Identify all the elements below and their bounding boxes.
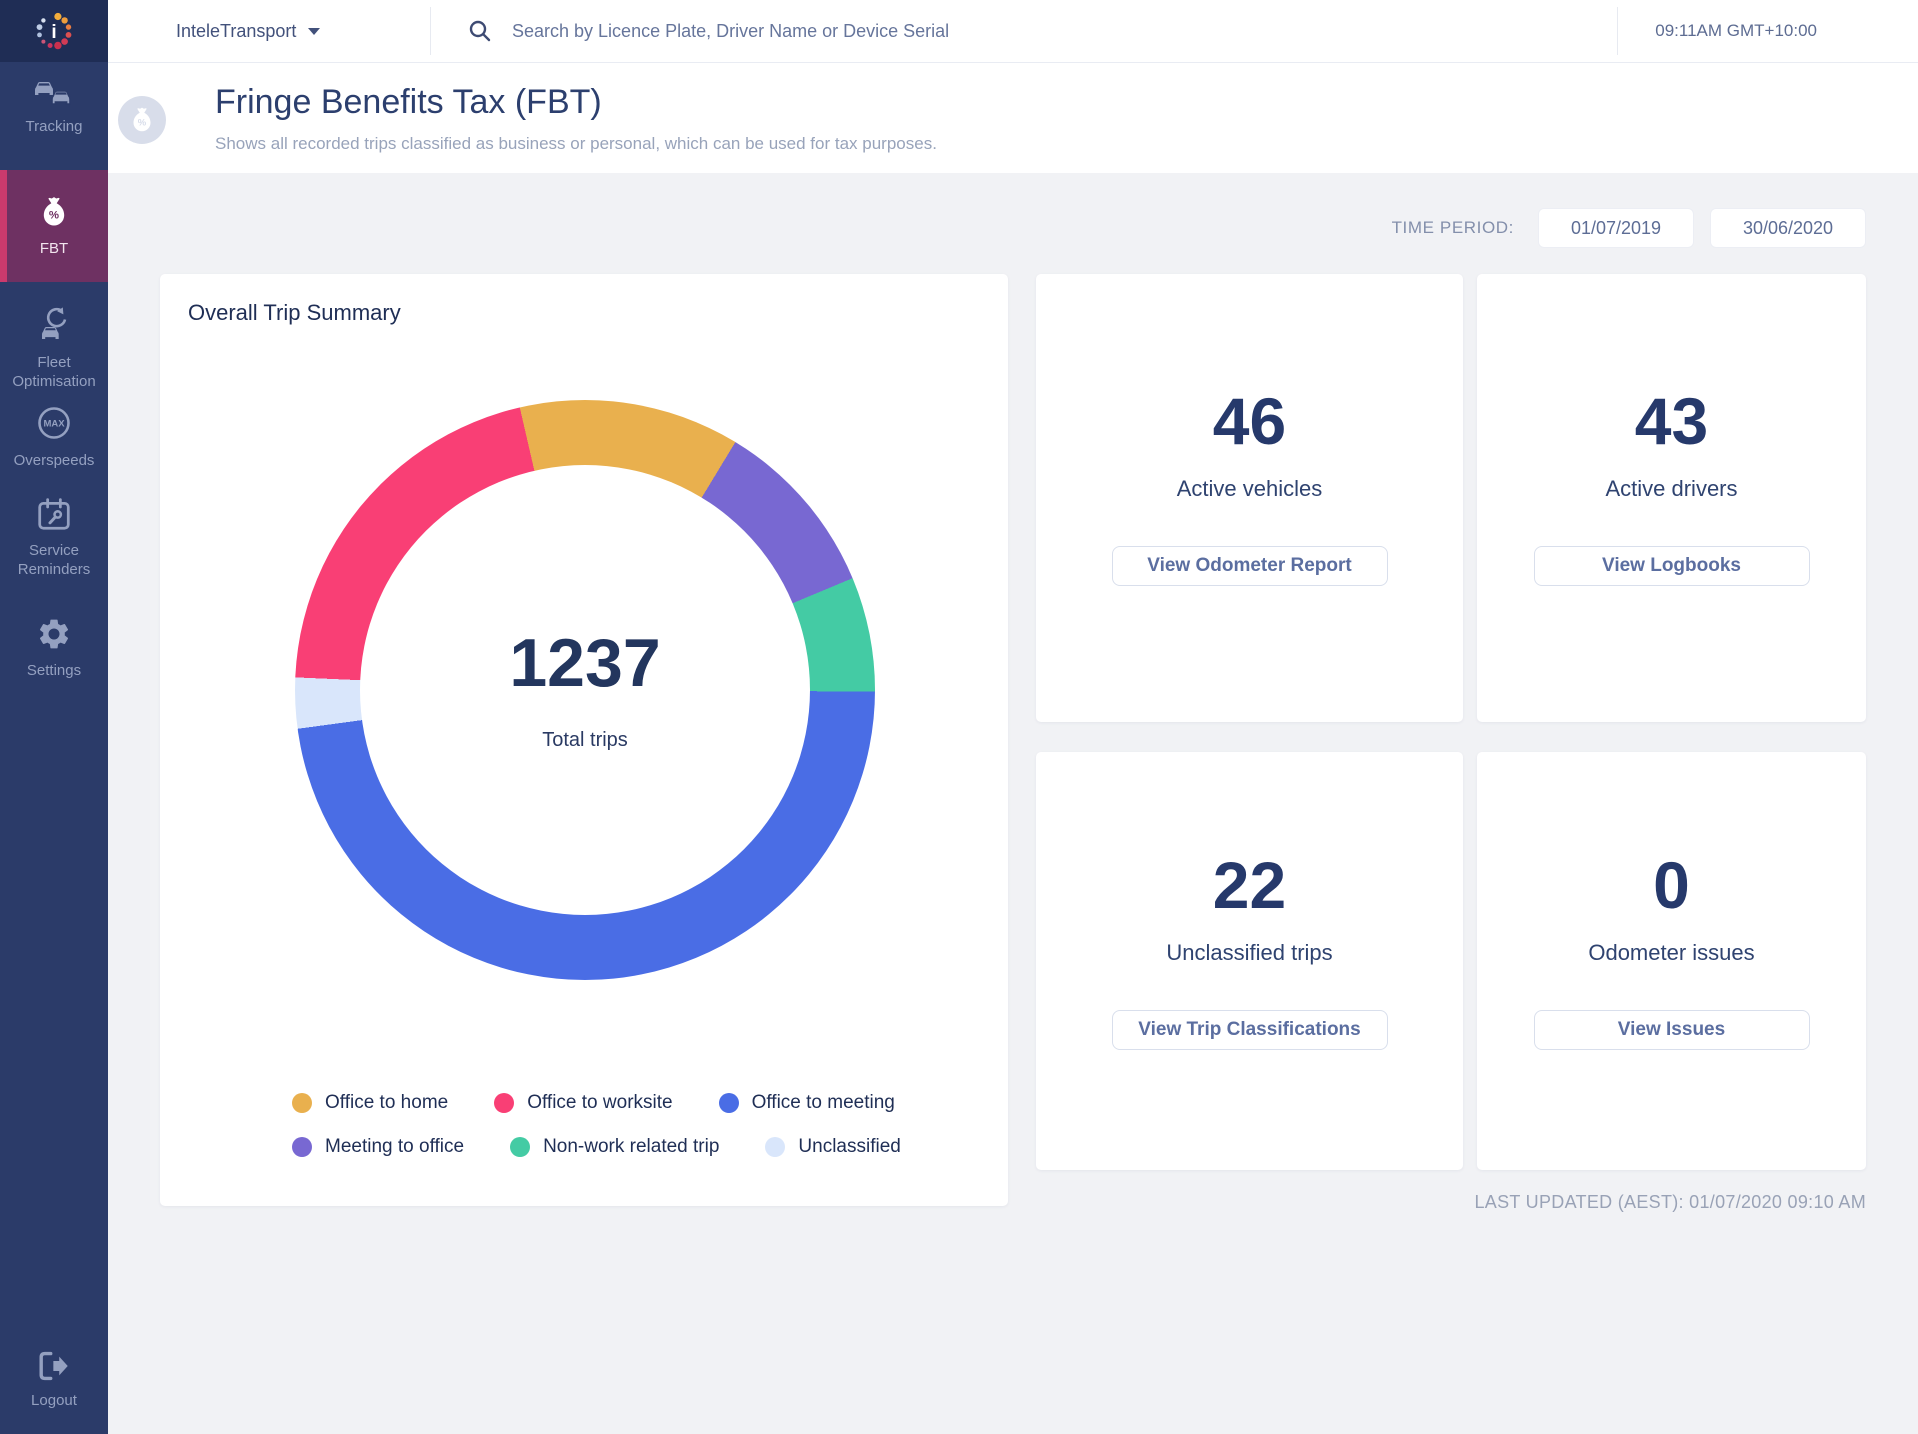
sidebar-item-tracking[interactable]: Tracking <box>0 66 108 150</box>
sidebar-item-service-reminders[interactable]: Service Reminders <box>0 494 108 583</box>
view-logbooks-button[interactable]: View Logbooks <box>1533 546 1810 586</box>
svg-text:MAX: MAX <box>43 419 65 430</box>
current-time: 09:11AM GMT+10:00 <box>1655 21 1817 40</box>
sidebar-logout[interactable]: Logout <box>0 1346 108 1414</box>
total-trips-value: 1237 <box>509 625 661 701</box>
view-trip-classifications-button[interactable]: View Trip Classifications <box>1111 1010 1388 1050</box>
legend-item: Meeting to office <box>292 1136 464 1158</box>
page-title: Fringe Benefits Tax (FBT) <box>215 83 602 121</box>
donut-ring: 1237 Total trips <box>295 400 875 980</box>
money-bag-icon: % <box>43 197 65 226</box>
active-drivers-value: 43 <box>1634 384 1709 458</box>
money-bag-icon: % <box>133 107 151 132</box>
search-input[interactable] <box>510 19 1568 43</box>
trip-summary-card: Overall Trip Summary 1237 Total trips Of… <box>160 274 1008 1206</box>
unclassified-trips-value: 22 <box>1212 848 1287 922</box>
active-vehicles-label: Active vehicles <box>1176 476 1323 501</box>
chart-title: Overall Trip Summary <box>188 300 401 325</box>
sidebar: i Tracking % FBT <box>0 0 108 1434</box>
sidebar-item-label: Overspeeds <box>13 452 95 469</box>
legend-swatch <box>292 1093 312 1113</box>
sidebar-item-fleet-optimisation[interactable]: Fleet Optimisation <box>0 300 108 397</box>
legend-item: Office to home <box>292 1092 448 1114</box>
legend-swatch <box>494 1093 515 1113</box>
time-period-label: TIME PERIOD: <box>1391 218 1514 237</box>
legend-item: Office to worksite <box>494 1092 673 1114</box>
divider <box>430 7 431 55</box>
page-subtitle: Shows all recorded trips classified as b… <box>215 134 937 153</box>
company-selector[interactable]: InteleTransport <box>176 0 321 62</box>
legend-item: Office to meeting <box>718 1092 895 1114</box>
sidebar-item-label: Service Reminders <box>17 542 91 578</box>
svg-text:i: i <box>51 22 56 43</box>
car-refresh-icon <box>42 307 67 339</box>
app-logo[interactable]: i <box>0 0 108 62</box>
legend-swatch <box>292 1137 312 1157</box>
legend-swatch <box>510 1137 531 1157</box>
company-name: InteleTransport <box>176 20 297 41</box>
active-drivers-card: 43 Active drivers View Logbooks <box>1477 274 1866 722</box>
search-icon <box>469 20 491 42</box>
unclassified-trips-card: 22 Unclassified trips View Trip Classifi… <box>1036 752 1463 1170</box>
donut-center: 1237 Total trips <box>360 465 810 915</box>
sidebar-item-label: FBT <box>39 240 69 257</box>
max-speed-icon: MAX <box>38 407 70 439</box>
odometer-issues-label: Odometer issues <box>1588 940 1755 965</box>
chevron-down-icon <box>308 27 321 35</box>
logout-icon <box>39 1351 68 1381</box>
odometer-issues-card: 0 Odometer issues View Issues <box>1477 752 1866 1170</box>
sidebar-item-settings[interactable]: Settings <box>0 612 108 684</box>
total-trips-label: Total trips <box>542 729 628 751</box>
legend-item: Non-work related trip <box>510 1136 719 1158</box>
calendar-wrench-icon <box>38 498 70 530</box>
chart-legend: Office to home Office to worksite Office… <box>292 1092 940 1158</box>
svg-text:%: % <box>138 118 147 129</box>
active-drivers-label: Active drivers <box>1605 476 1738 501</box>
cars-icon <box>35 82 71 105</box>
view-odometer-report-button[interactable]: View Odometer Report <box>1111 546 1388 586</box>
sidebar-item-label: Tracking <box>25 118 83 135</box>
odometer-issues-value: 0 <box>1653 848 1690 922</box>
sidebar-logout-label: Logout <box>31 1392 77 1409</box>
page-header: % Fringe Benefits Tax (FBT) Shows all re… <box>108 63 1918 173</box>
top-bar: InteleTransport 09:11AM GMT+10:00 <box>108 0 1918 63</box>
svg-text:%: % <box>49 210 59 222</box>
global-search <box>468 0 1568 62</box>
date-to-input[interactable]: 30/06/2020 <box>1710 208 1866 248</box>
fbt-page-avatar: % <box>118 96 166 144</box>
legend-swatch <box>765 1137 786 1157</box>
legend-swatch <box>718 1093 739 1113</box>
divider <box>1617 7 1618 55</box>
dotted-circle-logo-icon: i <box>36 12 72 50</box>
date-from-input[interactable]: 01/07/2019 <box>1538 208 1694 248</box>
sidebar-item-label: Settings <box>26 662 82 679</box>
legend-item: Unclassified <box>765 1136 901 1158</box>
last-updated-text: LAST UPDATED (AEST): 01/07/2020 09:10 AM <box>1474 1192 1866 1212</box>
sidebar-item-overspeeds[interactable]: MAX Overspeeds <box>0 400 108 474</box>
active-vehicles-value: 46 <box>1212 384 1287 458</box>
view-issues-button[interactable]: View Issues <box>1533 1010 1810 1050</box>
gear-icon <box>39 619 69 649</box>
unclassified-trips-label: Unclassified trips <box>1166 940 1333 965</box>
sidebar-item-fbt[interactable]: % FBT <box>0 170 108 282</box>
sidebar-item-label: Fleet Optimisation <box>12 354 96 390</box>
active-vehicles-card: 46 Active vehicles View Odometer Report <box>1036 274 1463 722</box>
